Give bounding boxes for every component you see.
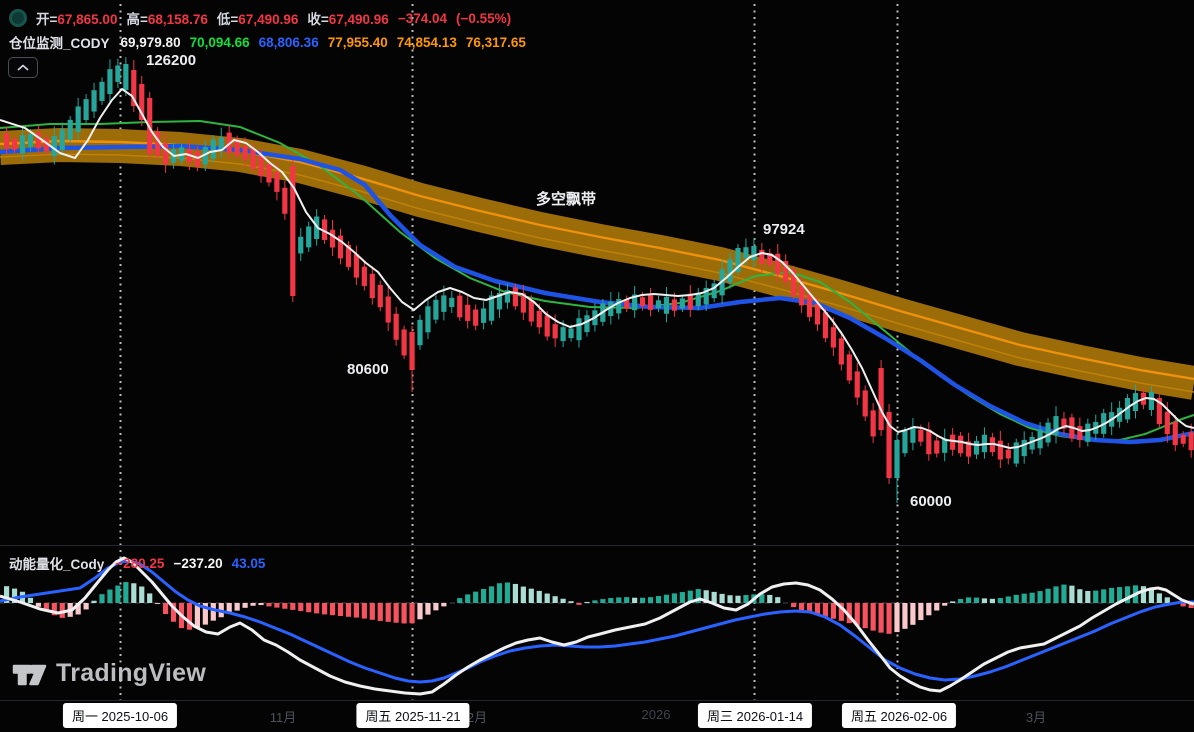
ohlc-low: 低=67,490.96 xyxy=(217,8,298,28)
list-item: 70,094.66 xyxy=(189,34,250,50)
ma-green xyxy=(0,119,1194,441)
high-label: 高= xyxy=(126,12,148,27)
close-value: 67,490.96 xyxy=(328,12,389,27)
tradingview-wordmark: TradingView xyxy=(56,659,207,687)
list-item: −280.25 xyxy=(115,555,165,571)
change-value: −374.04 xyxy=(397,10,447,26)
open-value: 67,865.00 xyxy=(57,12,118,27)
collapse-legend-button[interactable] xyxy=(8,57,38,78)
low-label: 低= xyxy=(216,12,239,27)
list-item: 68,806.36 xyxy=(258,34,319,50)
main-indicator-values: 69,979.80 70,094.66 68,806.36 77,955.40 74,8… xyxy=(119,35,526,50)
low-value: 67,490.96 xyxy=(238,12,299,27)
ohlc-close: 收=67,490.96 xyxy=(307,8,388,28)
axis-year-2026: 2026 xyxy=(641,707,671,722)
axis-month-3: 3月 xyxy=(1025,710,1047,725)
date-label-2025-10-06: 周一 2025-10-06 xyxy=(62,703,178,728)
date-label-2026-02-06: 周五 2026-02-06 xyxy=(841,703,957,728)
list-item: 77,955.40 xyxy=(327,34,388,50)
main-indicator-name[interactable]: 仓位监测_CODY xyxy=(9,36,110,51)
list-item: 43.05 xyxy=(231,555,266,571)
axis-month-12-partial: 2月 xyxy=(466,710,488,725)
main-indicator-legend: 仓位监测_CODY 69,979.80 70,094.66 68,806.36 77,… xyxy=(9,32,526,52)
price-label-126200: 126200 xyxy=(146,52,197,69)
chevron-up-icon xyxy=(17,64,29,71)
close-label: 收= xyxy=(307,12,329,27)
histogram xyxy=(4,582,1194,634)
axis-month-11: 11月 xyxy=(269,710,297,725)
ohlc-high: 高=68,158.76 xyxy=(126,8,207,28)
series-status-icon[interactable] xyxy=(9,9,27,27)
price-label-97924: 97924 xyxy=(763,221,805,238)
dotted-gridlines xyxy=(119,4,899,700)
date-label-2025-11-21: 周五 2025-11-21 xyxy=(356,703,470,728)
open-label: 开= xyxy=(36,12,58,27)
tradingview-mark-icon xyxy=(12,664,47,685)
lower-indicator-name[interactable]: 动能量化_Cody xyxy=(9,557,105,572)
tradingview-logo[interactable]: TradingView xyxy=(12,659,206,688)
ohlc-open: 开=67,865.00 xyxy=(36,8,117,28)
candles xyxy=(4,57,1194,503)
trend-band xyxy=(0,128,1194,400)
price-label-80600: 80600 xyxy=(347,361,389,378)
date-label-2026-01-14: 周三 2026-01-14 xyxy=(697,703,813,728)
band-label: 多空飘带 xyxy=(536,191,597,208)
list-item: 69,979.80 xyxy=(120,34,181,50)
lower-indicator-values: −280.25 −237.20 43.05 xyxy=(113,556,265,571)
list-item: 74,854.13 xyxy=(396,34,457,50)
macd-lines xyxy=(0,556,1194,696)
lower-indicator-legend: 动能量化_Cody −280.25 −237.20 43.05 xyxy=(9,553,265,573)
list-item: 76,317.65 xyxy=(465,34,526,50)
ma-white xyxy=(0,88,1194,449)
price-label-60000: 60000 xyxy=(910,493,952,510)
change-percent: (−0.55%) xyxy=(456,10,512,26)
list-item: −237.20 xyxy=(173,555,223,571)
ohlc-legend: 开=67,865.00 高=68,158.76 低=67,490.96 收=67… xyxy=(9,8,511,28)
high-value: 68,158.76 xyxy=(147,12,208,27)
ma-blue xyxy=(0,143,1194,445)
